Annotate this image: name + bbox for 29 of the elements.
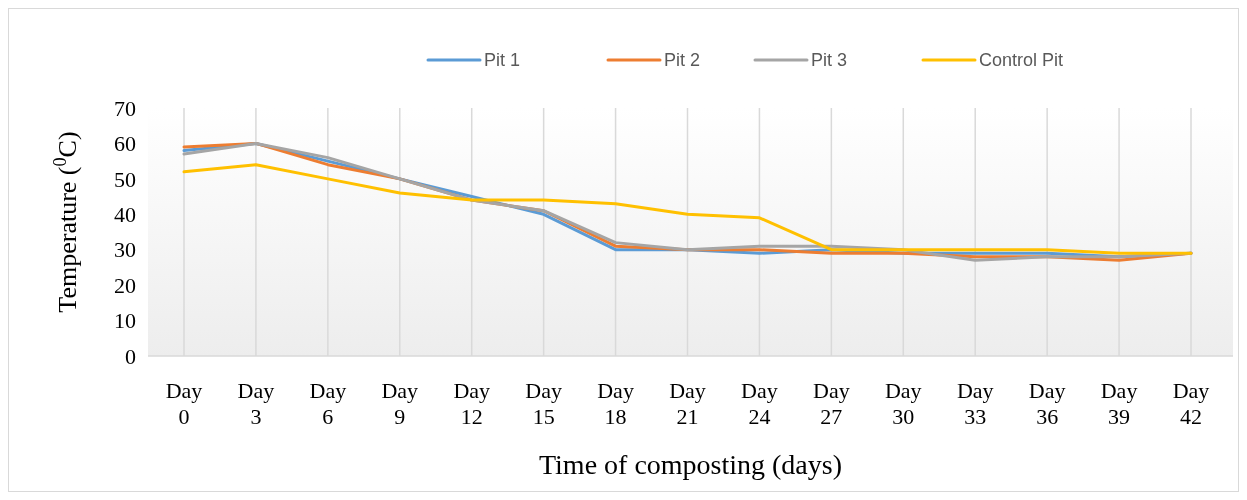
x-tick-label: Day 39	[1100, 378, 1138, 429]
y-tick-label: 30	[114, 237, 136, 263]
x-tick-label: Day 42	[1172, 378, 1210, 429]
x-tick-label: Day 18	[597, 378, 634, 429]
x-axis-title: Time of composting (days)	[538, 449, 843, 480]
legend-label: Pit 1	[484, 50, 521, 71]
y-tick-label: 10	[114, 308, 136, 334]
y-tick-label: 60	[114, 131, 136, 157]
x-tick-label: Day 36	[1028, 378, 1066, 429]
y-tick-label: 70	[114, 95, 136, 121]
x-tick-label: Day 3	[237, 378, 275, 429]
x-tick-label: Day 21	[669, 378, 706, 429]
y-tick-label: 50	[114, 166, 136, 192]
x-tick-label: Day 27	[813, 378, 850, 429]
legend-label: Control Pit	[979, 50, 1064, 71]
line-series	[182, 163, 1193, 255]
x-tick-label: Day 9	[381, 378, 419, 429]
legend-label: Pit 2	[664, 50, 701, 71]
x-tick-label: Day 0	[165, 378, 203, 429]
legend-label: Pit 3	[811, 50, 848, 71]
x-tick-label: Day 15	[525, 378, 562, 429]
y-tick-label: 20	[114, 272, 136, 298]
x-tick-label: Day 24	[741, 378, 778, 429]
x-tick-label: Day 6	[309, 378, 347, 429]
y-tick-label: 40	[114, 201, 136, 227]
y-tick-label: 0	[125, 343, 136, 369]
x-tick-label: Day 33	[956, 378, 994, 429]
x-tick-label: Day 12	[453, 378, 491, 429]
x-tick-label: Day 30	[884, 378, 922, 429]
